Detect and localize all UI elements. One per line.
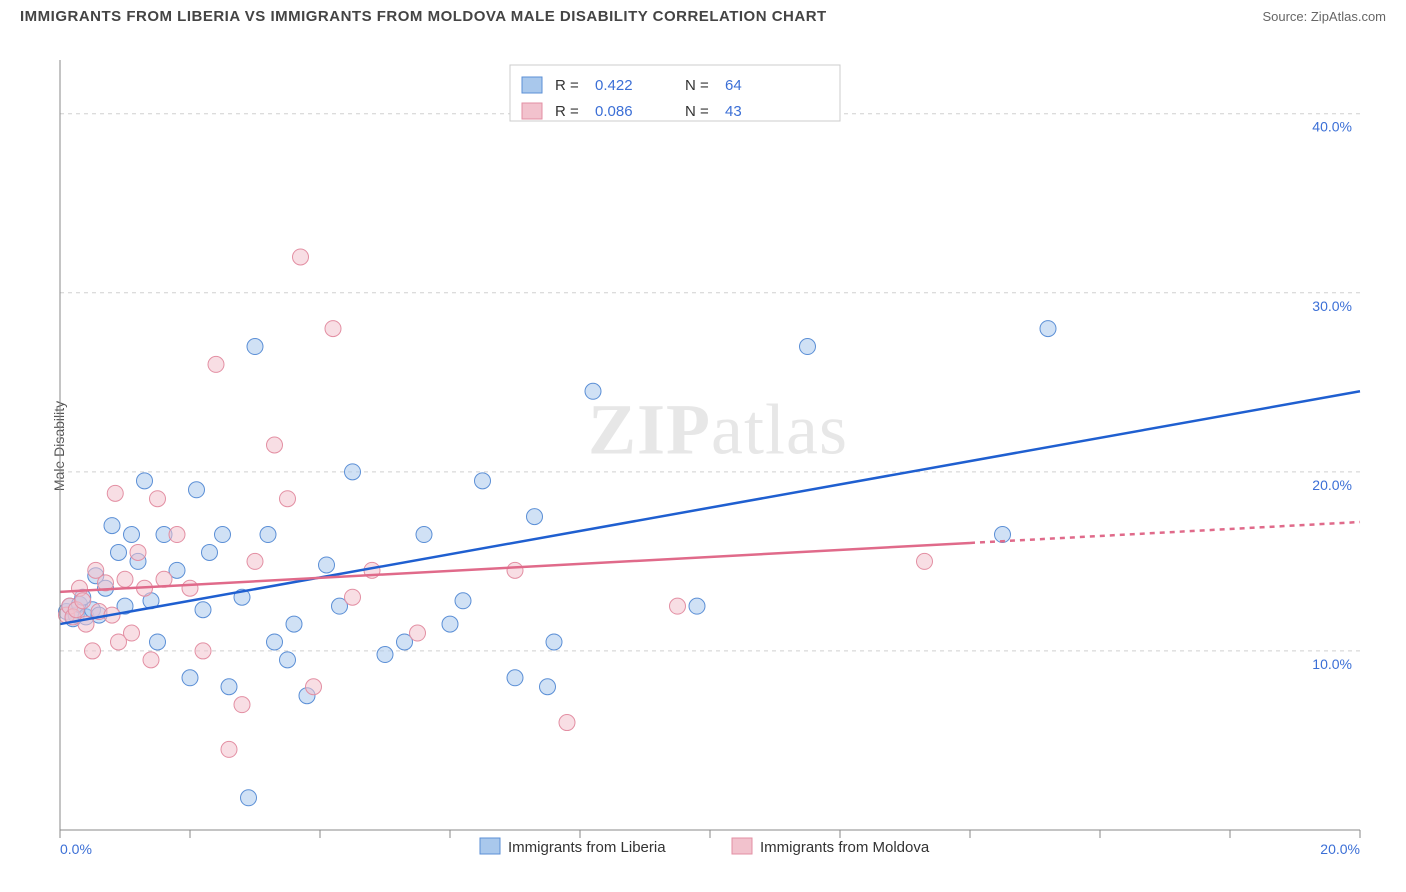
data-point	[1040, 321, 1056, 337]
legend-r-value: 0.086	[595, 103, 633, 120]
data-point	[104, 518, 120, 534]
data-point	[800, 339, 816, 355]
data-point	[195, 602, 211, 618]
data-point	[221, 679, 237, 695]
data-point	[195, 643, 211, 659]
data-point	[306, 679, 322, 695]
data-point	[124, 625, 140, 641]
data-point	[150, 634, 166, 650]
series-swatch	[480, 838, 500, 854]
data-point	[280, 491, 296, 507]
data-point	[455, 593, 471, 609]
data-point	[111, 544, 127, 560]
scatter-chart: 10.0% 20.0% 30.0% 40.0% 0.0% 20.0% R = 0.422 N =…	[50, 40, 1386, 860]
data-point	[345, 589, 361, 605]
data-point	[267, 437, 283, 453]
data-point	[260, 527, 276, 543]
chart-source: Source: ZipAtlas.com	[1262, 9, 1386, 24]
x-tick-label: 0.0%	[60, 841, 92, 857]
data-point	[234, 697, 250, 713]
y-tick-label: 30.0%	[1312, 298, 1352, 314]
data-point	[241, 790, 257, 806]
data-point	[107, 485, 123, 501]
data-point	[585, 383, 601, 399]
legend-swatch	[522, 103, 542, 119]
data-point	[442, 616, 458, 632]
data-point	[540, 679, 556, 695]
data-point	[247, 553, 263, 569]
y-tick-label: 10.0%	[1312, 656, 1352, 672]
data-point	[319, 557, 335, 573]
data-point	[130, 544, 146, 560]
data-point	[189, 482, 205, 498]
legend-n-value: 43	[725, 103, 742, 120]
data-point	[117, 571, 133, 587]
series-label: Immigrants from Moldova	[760, 839, 930, 856]
data-point	[124, 527, 140, 543]
data-point	[169, 527, 185, 543]
legend-n-label: N =	[685, 77, 709, 94]
legend-r-label: R =	[555, 103, 579, 120]
legend-r-label: R =	[555, 77, 579, 94]
trend-line	[60, 391, 1360, 624]
data-point	[286, 616, 302, 632]
legend-n-label: N =	[685, 103, 709, 120]
data-point	[527, 509, 543, 525]
data-point	[345, 464, 361, 480]
data-point	[247, 339, 263, 355]
data-point	[208, 356, 224, 372]
trend-line	[60, 543, 970, 592]
data-point	[202, 544, 218, 560]
chart-title: IMMIGRANTS FROM LIBERIA VS IMMIGRANTS FR…	[20, 8, 827, 25]
trend-line-extrapolated	[970, 522, 1360, 543]
data-point	[475, 473, 491, 489]
series-swatch	[732, 838, 752, 854]
data-point	[182, 670, 198, 686]
chart-container: 10.0%20.0%30.0%40.0%0.0%20.0%R =0.422N =…	[50, 40, 1386, 852]
data-point	[215, 527, 231, 543]
legend-n-value: 64	[725, 77, 742, 94]
data-point	[85, 643, 101, 659]
data-point	[917, 553, 933, 569]
data-point	[325, 321, 341, 337]
y-tick-label: 40.0%	[1312, 119, 1352, 135]
y-tick-label: 20.0%	[1312, 477, 1352, 493]
chart-header: IMMIGRANTS FROM LIBERIA VS IMMIGRANTS FR…	[0, 0, 1406, 29]
data-point	[221, 741, 237, 757]
data-point	[75, 593, 91, 609]
data-point	[267, 634, 283, 650]
data-point	[689, 598, 705, 614]
data-point	[410, 625, 426, 641]
legend-r-value: 0.422	[595, 77, 633, 94]
data-point	[670, 598, 686, 614]
data-point	[507, 562, 523, 578]
data-point	[546, 634, 562, 650]
data-point	[280, 652, 296, 668]
legend-swatch	[522, 77, 542, 93]
series-label: Immigrants from Liberia	[508, 839, 666, 856]
data-point	[293, 249, 309, 265]
data-point	[416, 527, 432, 543]
data-point	[377, 647, 393, 663]
data-point	[150, 491, 166, 507]
data-point	[507, 670, 523, 686]
x-tick-label: 20.0%	[1320, 841, 1360, 857]
data-point	[182, 580, 198, 596]
data-point	[143, 652, 159, 668]
data-point	[137, 473, 153, 489]
data-point	[559, 715, 575, 731]
